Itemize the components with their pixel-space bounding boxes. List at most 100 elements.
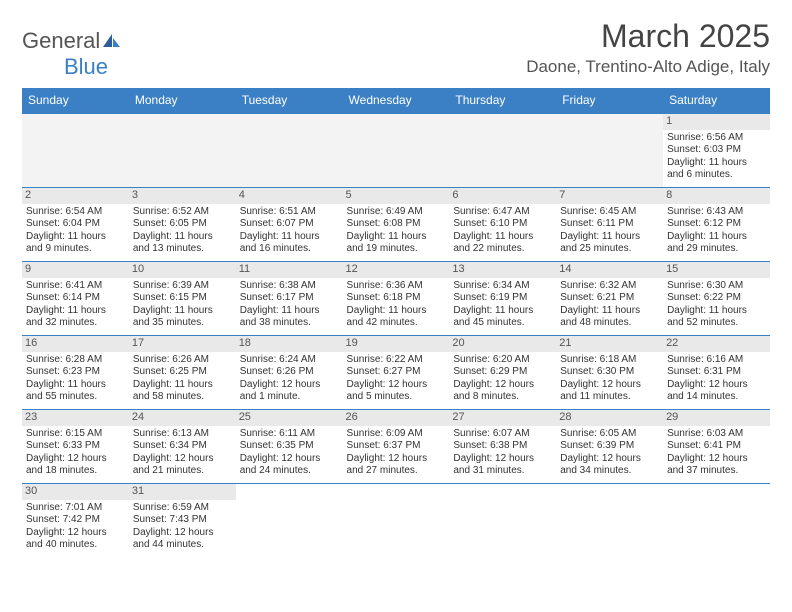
sunrise-text: Sunrise: 6:54 AM — [26, 206, 125, 219]
calendar-cell: 21Sunrise: 6:18 AMSunset: 6:30 PMDayligh… — [556, 336, 663, 410]
sunset-text: Sunset: 6:14 PM — [26, 292, 125, 305]
daylight-text: Daylight: 12 hours and 27 minutes. — [347, 453, 446, 478]
calendar-week-row: 30Sunrise: 7:01 AMSunset: 7:42 PMDayligh… — [22, 484, 770, 558]
calendar-head: SundayMondayTuesdayWednesdayThursdayFrid… — [22, 88, 770, 114]
day-number: 24 — [129, 410, 236, 426]
calendar-cell: 15Sunrise: 6:30 AMSunset: 6:22 PMDayligh… — [663, 262, 770, 336]
daylight-text: Daylight: 11 hours and 52 minutes. — [667, 305, 766, 330]
day-number: 28 — [556, 410, 663, 426]
sunset-text: Sunset: 6:41 PM — [667, 440, 766, 453]
calendar-cell — [449, 114, 556, 188]
sunset-text: Sunset: 6:10 PM — [453, 218, 552, 231]
daylight-text: Daylight: 11 hours and 25 minutes. — [560, 231, 659, 256]
daylight-text: Daylight: 12 hours and 21 minutes. — [133, 453, 232, 478]
calendar-cell: 1 Sunrise: 6:56 AMSunset: 6:03 PMDaylight… — [663, 114, 770, 188]
daylight-text: Daylight: 11 hours and 9 minutes. — [26, 231, 125, 256]
day-number: 29 — [663, 410, 770, 426]
sun-info: Sunrise: 6:34 AMSunset: 6:19 PMDaylight:… — [453, 280, 552, 330]
calendar-cell: 17 Sunrise: 6:26 AMSunset: 6:25 PMDayligh… — [129, 336, 236, 410]
sunrise-text: Sunrise: 6:03 AM — [667, 428, 766, 441]
sun-info: Sunrise: 6:11 AMSunset: 6:35 PMDaylight:… — [240, 428, 339, 478]
sunrise-text: Sunrise: 6:39 AM — [133, 280, 232, 293]
sun-info: Sunrise: 6:51 AMSunset: 6:07 PMDaylight:… — [240, 206, 339, 256]
daylight-text: Daylight: 12 hours and 40 minutes. — [26, 527, 125, 552]
day-number: 8 — [663, 188, 770, 204]
sun-info: Sunrise: 6:41 AMSunset: 6:14 PMDaylight:… — [26, 280, 125, 330]
daylight-text: Daylight: 11 hours and 16 minutes. — [240, 231, 339, 256]
daylight-text: Daylight: 11 hours and 13 minutes. — [133, 231, 232, 256]
sun-info: Sunrise: 6:54 AMSunset: 6:04 PMDaylight:… — [26, 206, 125, 256]
daylight-text: Daylight: 12 hours and 34 minutes. — [560, 453, 659, 478]
weekday-header: Thursday — [449, 88, 556, 114]
day-number: 17 — [129, 336, 236, 352]
sunset-text: Sunset: 6:04 PM — [26, 218, 125, 231]
sunrise-text: Sunrise: 6:56 AM — [667, 132, 766, 145]
day-number: 1 — [663, 114, 770, 130]
sun-info: Sunrise: 6:18 AMSunset: 6:30 PMDaylight:… — [560, 354, 659, 404]
sunrise-text: Sunrise: 6:16 AM — [667, 354, 766, 367]
sail-icon — [102, 28, 122, 54]
title-block: March 2025 Daone, Trentino-Alto Adige, I… — [526, 18, 770, 77]
sun-info: Sunrise: 6:15 AMSunset: 6:33 PMDaylight:… — [26, 428, 125, 478]
daylight-text: Daylight: 11 hours and 6 minutes. — [667, 157, 766, 182]
daylight-text: Daylight: 12 hours and 18 minutes. — [26, 453, 125, 478]
sunrise-text: Sunrise: 6:22 AM — [347, 354, 446, 367]
sunset-text: Sunset: 6:03 PM — [667, 144, 766, 157]
sun-info: Sunrise: 6:22 AMSunset: 6:27 PMDaylight:… — [347, 354, 446, 404]
day-number: 4 — [236, 188, 343, 204]
calendar-cell: 4 Sunrise: 6:51 AMSunset: 6:07 PMDaylight… — [236, 188, 343, 262]
sunset-text: Sunset: 6:15 PM — [133, 292, 232, 305]
sun-info: Sunrise: 6:24 AMSunset: 6:26 PMDaylight:… — [240, 354, 339, 404]
calendar-week-row: 23Sunrise: 6:15 AMSunset: 6:33 PMDayligh… — [22, 410, 770, 484]
daylight-text: Daylight: 11 hours and 19 minutes. — [347, 231, 446, 256]
daylight-text: Daylight: 12 hours and 14 minutes. — [667, 379, 766, 404]
daylight-text: Daylight: 11 hours and 58 minutes. — [133, 379, 232, 404]
day-number: 6 — [449, 188, 556, 204]
sun-info: Sunrise: 6:07 AMSunset: 6:38 PMDaylight:… — [453, 428, 552, 478]
sunrise-text: Sunrise: 6:07 AM — [453, 428, 552, 441]
calendar-cell: 8Sunrise: 6:43 AMSunset: 6:12 PMDaylight… — [663, 188, 770, 262]
sunrise-text: Sunrise: 6:11 AM — [240, 428, 339, 441]
weekday-row: SundayMondayTuesdayWednesdayThursdayFrid… — [22, 88, 770, 114]
calendar-cell: 28Sunrise: 6:05 AMSunset: 6:39 PMDayligh… — [556, 410, 663, 484]
calendar-cell — [236, 114, 343, 188]
daylight-text: Daylight: 12 hours and 31 minutes. — [453, 453, 552, 478]
sun-info: Sunrise: 6:38 AMSunset: 6:17 PMDaylight:… — [240, 280, 339, 330]
day-number: 9 — [22, 262, 129, 278]
calendar-cell: 14Sunrise: 6:32 AMSunset: 6:21 PMDayligh… — [556, 262, 663, 336]
calendar-week-row: 1 Sunrise: 6:56 AMSunset: 6:03 PMDaylight… — [22, 114, 770, 188]
daylight-text: Daylight: 11 hours and 29 minutes. — [667, 231, 766, 256]
sun-info: Sunrise: 6:03 AMSunset: 6:41 PMDaylight:… — [667, 428, 766, 478]
sunset-text: Sunset: 6:30 PM — [560, 366, 659, 379]
calendar-cell — [556, 484, 663, 558]
calendar-cell — [343, 114, 450, 188]
sun-info: Sunrise: 6:16 AMSunset: 6:31 PMDaylight:… — [667, 354, 766, 404]
calendar-cell: 30Sunrise: 7:01 AMSunset: 7:42 PMDayligh… — [22, 484, 129, 558]
day-number: 27 — [449, 410, 556, 426]
day-number: 5 — [343, 188, 450, 204]
sunrise-text: Sunrise: 6:59 AM — [133, 502, 232, 515]
sunrise-text: Sunrise: 6:41 AM — [26, 280, 125, 293]
daylight-text: Daylight: 12 hours and 1 minute. — [240, 379, 339, 404]
calendar-cell: 29 Sunrise: 6:03 AMSunset: 6:41 PMDayligh… — [663, 410, 770, 484]
sunrise-text: Sunrise: 6:20 AM — [453, 354, 552, 367]
calendar-cell: 9 Sunrise: 6:41 AMSunset: 6:14 PMDaylight… — [22, 262, 129, 336]
calendar-cell: 27 Sunrise: 6:07 AMSunset: 6:38 PMDayligh… — [449, 410, 556, 484]
calendar-cell — [236, 484, 343, 558]
sunset-text: Sunset: 6:34 PM — [133, 440, 232, 453]
day-number: 18 — [236, 336, 343, 352]
calendar-cell: 31Sunrise: 6:59 AMSunset: 7:43 PMDayligh… — [129, 484, 236, 558]
sunrise-text: Sunrise: 6:18 AM — [560, 354, 659, 367]
page-header: General Blue March 2025 Daone, Trentino-… — [22, 18, 770, 80]
calendar-cell: 20Sunrise: 6:20 AMSunset: 6:29 PMDayligh… — [449, 336, 556, 410]
sunset-text: Sunset: 6:29 PM — [453, 366, 552, 379]
calendar-cell: 22Sunrise: 6:16 AMSunset: 6:31 PMDayligh… — [663, 336, 770, 410]
weekday-header: Friday — [556, 88, 663, 114]
sun-info: Sunrise: 6:49 AMSunset: 6:08 PMDaylight:… — [347, 206, 446, 256]
sun-info: Sunrise: 6:26 AMSunset: 6:25 PMDaylight:… — [133, 354, 232, 404]
calendar-cell: 23Sunrise: 6:15 AMSunset: 6:33 PMDayligh… — [22, 410, 129, 484]
calendar-week-row: 16Sunrise: 6:28 AMSunset: 6:23 PMDayligh… — [22, 336, 770, 410]
sunset-text: Sunset: 6:17 PM — [240, 292, 339, 305]
logo-text: General Blue — [22, 28, 122, 80]
daylight-text: Daylight: 12 hours and 37 minutes. — [667, 453, 766, 478]
